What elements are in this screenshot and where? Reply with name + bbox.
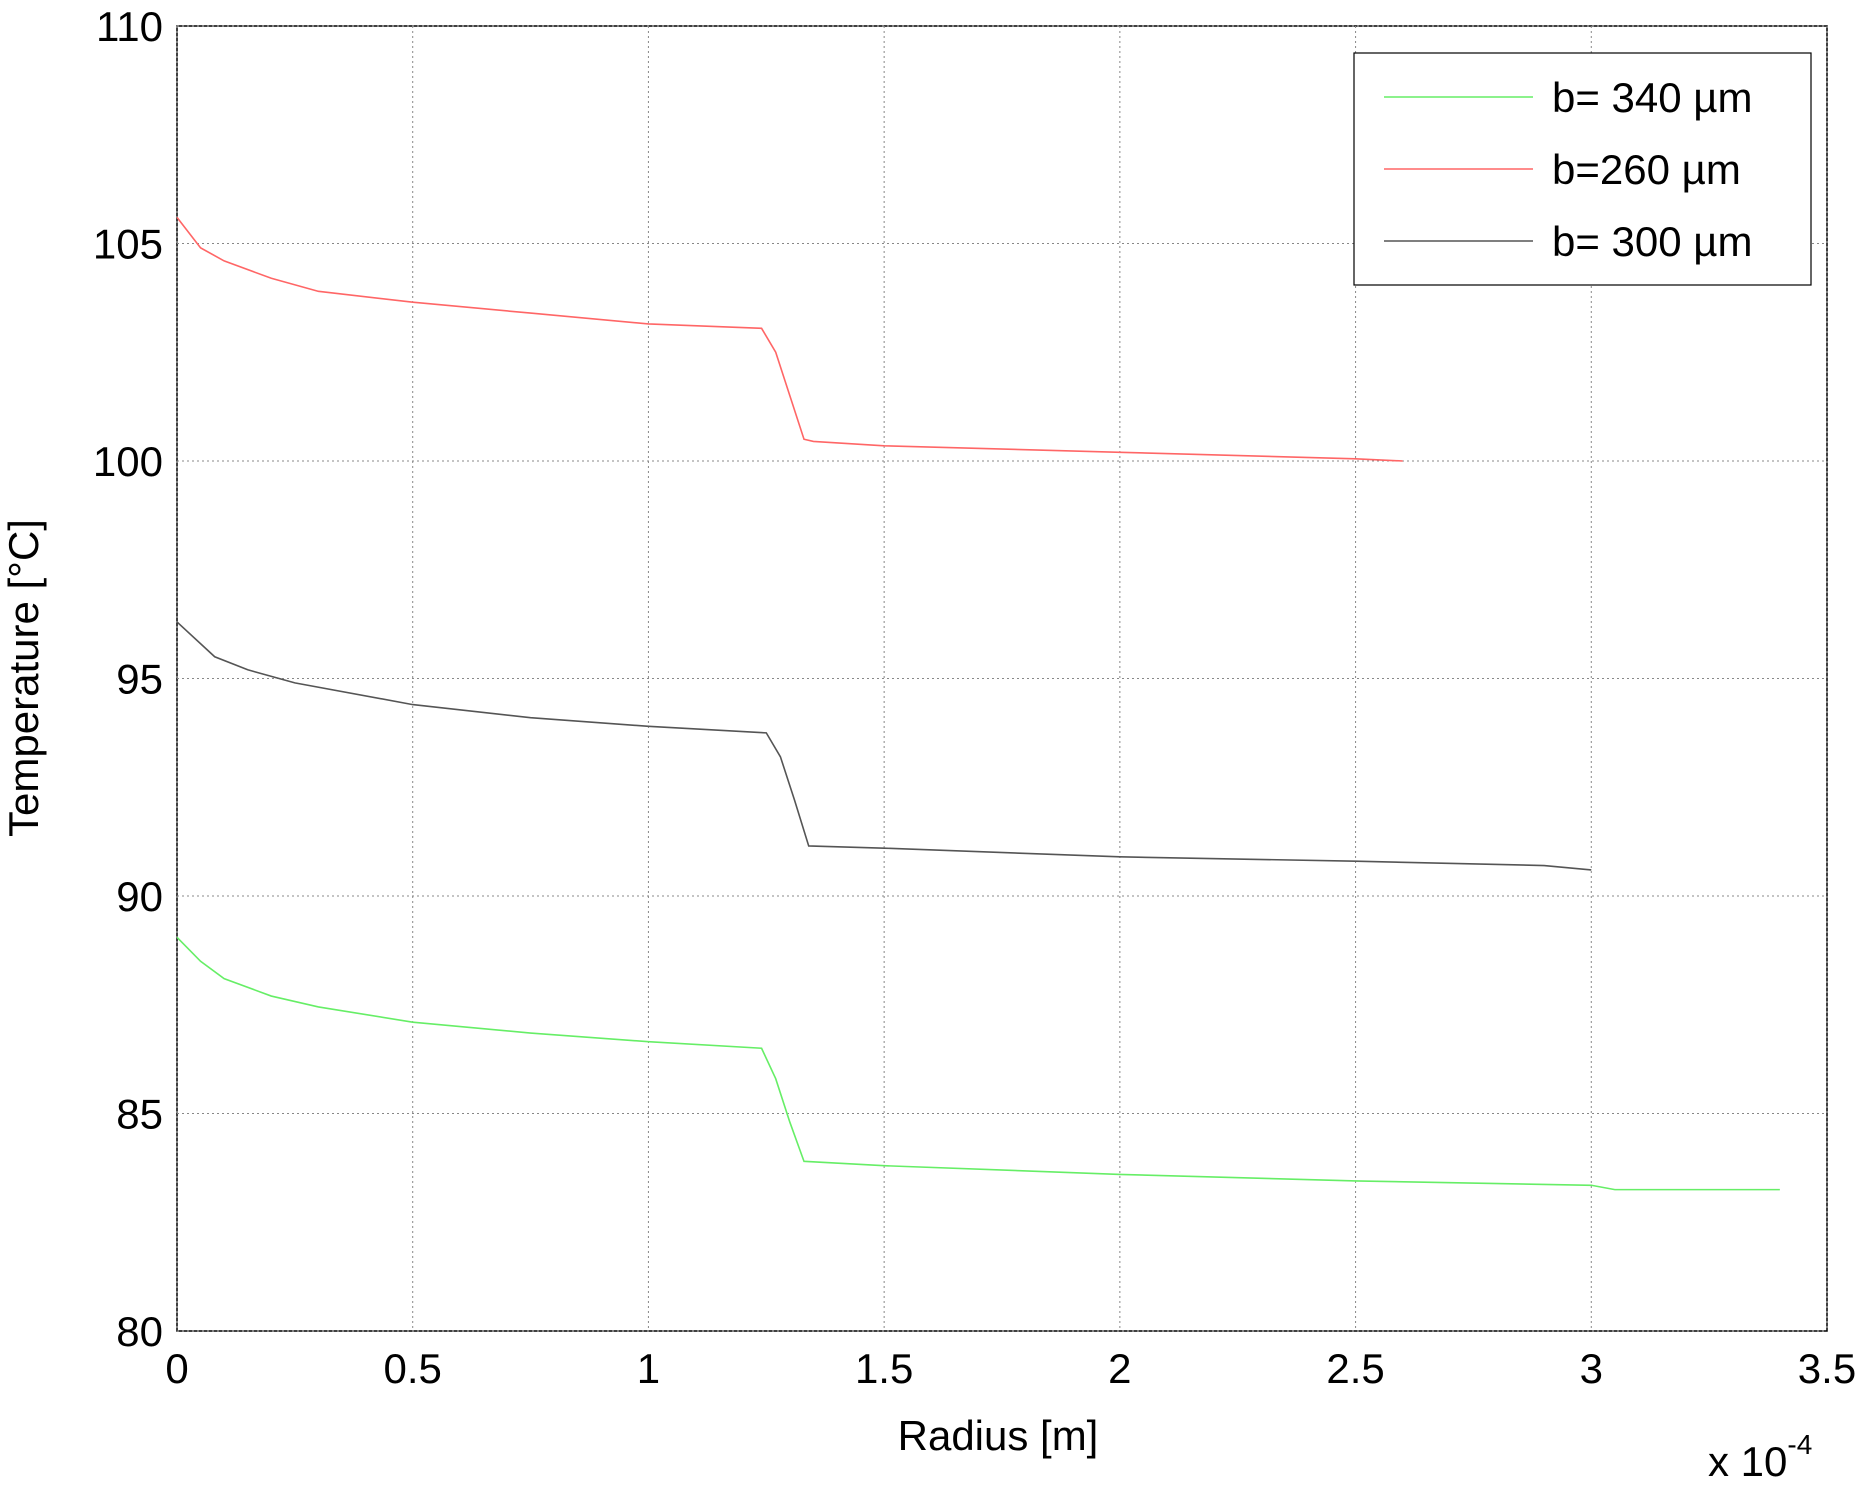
legend-label: b=260 µm (1552, 146, 1741, 193)
y-tick-label: 100 (93, 438, 163, 485)
y-tick-label: 80 (116, 1308, 163, 1355)
legend-label: b= 300 µm (1552, 218, 1752, 265)
data-line (176, 216, 1403, 462)
x-tick-label: 3 (1580, 1345, 1603, 1392)
y-tick-label: 95 (116, 656, 163, 703)
x-scale-base: x 10 (1708, 1438, 1787, 1485)
x-tick-label: 0 (165, 1345, 188, 1392)
x-tick-label: 1.5 (855, 1345, 913, 1392)
y-tick-label: 105 (93, 221, 163, 268)
x-scale-exponent: -4 (1787, 1429, 1812, 1460)
data-line (176, 621, 1592, 871)
x-tick-label: 1 (637, 1345, 660, 1392)
y-tick-label: 90 (116, 873, 163, 920)
x-axis-label: Radius [m] (898, 1412, 1099, 1459)
x-tick-label: 3.5 (1798, 1345, 1856, 1392)
data-line (176, 936, 1780, 1191)
legend-label: b= 340 µm (1552, 74, 1752, 121)
y-axis-label: Temperature [°C] (0, 519, 47, 837)
x-tick-label: 2.5 (1326, 1345, 1384, 1392)
x-tick-label: 0.5 (384, 1345, 442, 1392)
x-tick-label: 2 (1108, 1345, 1131, 1392)
y-tick-label: 85 (116, 1091, 163, 1138)
y-tick-label: 110 (96, 3, 163, 50)
x-scale-label: x 10-4 (1708, 1429, 1812, 1485)
